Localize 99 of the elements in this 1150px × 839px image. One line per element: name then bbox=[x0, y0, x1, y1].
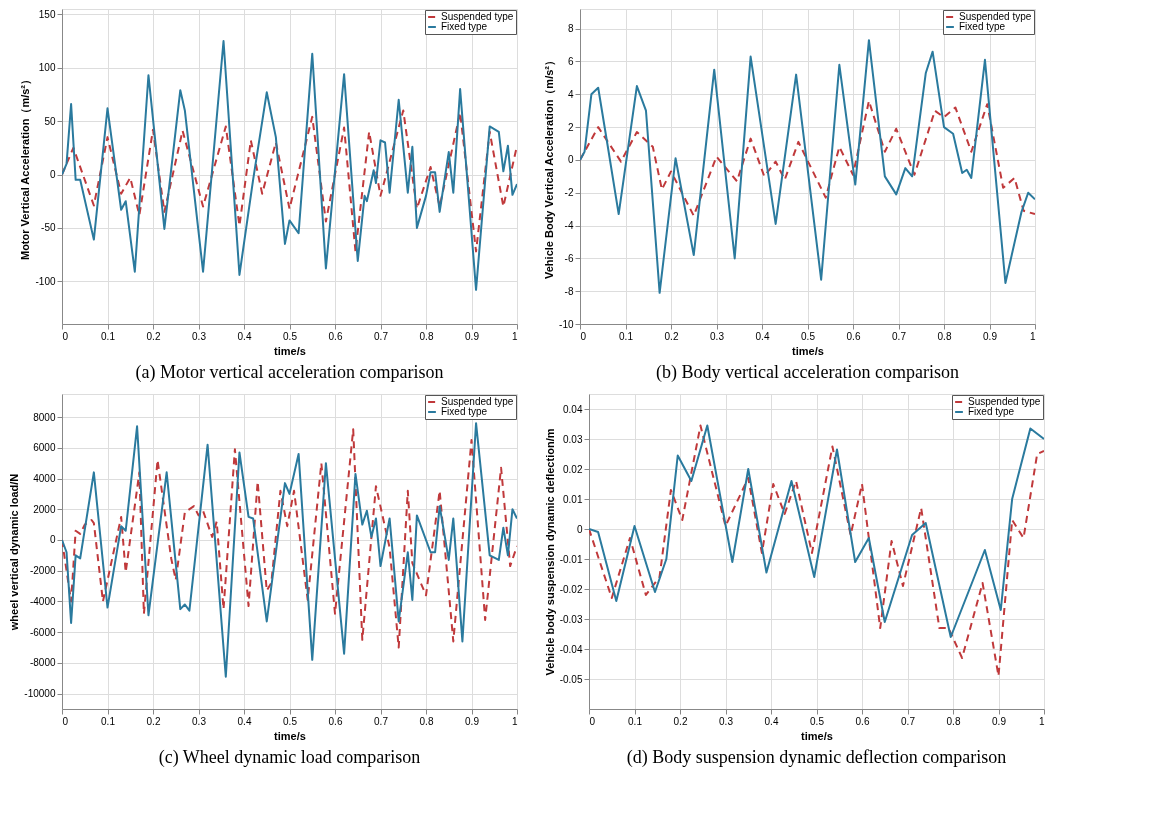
legend-label: Suspended type bbox=[441, 11, 514, 22]
y-tick-label: -2000 bbox=[29, 565, 56, 577]
x-axis-title: time/s bbox=[274, 344, 306, 357]
x-tick-label: 0.2 bbox=[146, 330, 161, 342]
y-tick-label: -0.01 bbox=[559, 553, 583, 565]
y-axis-title: Vehicle Body Vertical Acceleration（m/s²） bbox=[543, 55, 557, 279]
x-tick-label: 0.3 bbox=[192, 330, 207, 342]
x-tick-label: 0.9 bbox=[465, 330, 480, 342]
x-tick-label: 0.5 bbox=[801, 330, 816, 342]
x-tick-label: 0.6 bbox=[855, 715, 870, 727]
x-axis-title: time/s bbox=[792, 344, 824, 357]
x-tick-label: 0.7 bbox=[892, 330, 907, 342]
y-tick-label: 4000 bbox=[33, 473, 56, 485]
y-tick-label: 150 bbox=[38, 8, 56, 20]
y-tick-label: 50 bbox=[44, 115, 56, 127]
y-tick-label: -0.02 bbox=[559, 583, 583, 595]
x-tick-label: 0.8 bbox=[419, 715, 434, 727]
y-tick-label: -6 bbox=[564, 252, 574, 264]
y-axis-title: wheel vertical dynamic load/N bbox=[8, 473, 21, 632]
x-tick-label: 0.8 bbox=[946, 715, 961, 727]
y-tick-label: -10 bbox=[559, 318, 574, 330]
y-axis-title: Motor Vertical Acceleration（m/s²） bbox=[19, 73, 33, 261]
x-tick-label: 0.6 bbox=[328, 330, 343, 342]
x-tick-label: 0.8 bbox=[419, 330, 434, 342]
x-tick-label: 0.7 bbox=[901, 715, 916, 727]
x-tick-label: 0.8 bbox=[937, 330, 952, 342]
x-tick-label: 0.3 bbox=[719, 715, 734, 727]
x-tick-label: 0.1 bbox=[628, 715, 643, 727]
y-tick-label: -8 bbox=[564, 285, 574, 297]
x-tick-label: 0 bbox=[589, 715, 596, 727]
y-axis-title: Vehicle body suspension dynamic deflection/m bbox=[543, 428, 556, 676]
y-tick-label: -8000 bbox=[29, 657, 56, 669]
y-tick-label: 0.04 bbox=[563, 403, 583, 415]
x-tick-label: 0.1 bbox=[101, 330, 116, 342]
x-tick-label: 0 bbox=[62, 330, 69, 342]
y-tick-label: 2000 bbox=[33, 503, 56, 515]
x-tick-label: 0.5 bbox=[283, 715, 298, 727]
x-axis-title: time/s bbox=[801, 729, 833, 742]
text: (c) Wheel dynamic load comparison bbox=[158, 747, 421, 768]
y-tick-label: 0 bbox=[576, 523, 583, 535]
y-tick-label: 2 bbox=[567, 121, 574, 133]
line-series bbox=[62, 40, 517, 291]
x-tick-label: 0.1 bbox=[101, 715, 116, 727]
y-tick-label: 0.03 bbox=[563, 433, 583, 445]
y-tick-label: 0.01 bbox=[563, 493, 583, 505]
y-tick-label: 8 bbox=[567, 23, 574, 35]
y-tick-label: -4000 bbox=[29, 595, 56, 607]
line-series bbox=[580, 39, 1035, 294]
text: (a) Motor vertical acceleration comparison bbox=[135, 362, 444, 383]
x-tick-label: 0.7 bbox=[374, 330, 389, 342]
y-tick-label: 100 bbox=[38, 62, 56, 74]
x-tick-label: 0.2 bbox=[146, 715, 161, 727]
y-tick-label: 6 bbox=[567, 56, 574, 67]
x-tick-label: 0.2 bbox=[673, 715, 688, 727]
y-tick-label: 4 bbox=[567, 88, 574, 100]
y-tick-label: -2 bbox=[564, 187, 574, 199]
x-tick-label: 0.3 bbox=[710, 330, 725, 342]
x-tick-label: 0.4 bbox=[237, 715, 252, 727]
legend-label: Suspended type bbox=[441, 396, 514, 407]
x-tick-label: 0.2 bbox=[664, 330, 679, 342]
x-tick-label: 1 bbox=[1038, 715, 1045, 727]
y-tick-label: 0 bbox=[49, 534, 56, 546]
y-tick-label: -6000 bbox=[29, 626, 56, 638]
x-tick-label: 0.4 bbox=[237, 330, 252, 342]
text: (d) Body suspension dynamic deflection comparison bbox=[626, 747, 1007, 768]
y-tick-label: 0 bbox=[49, 169, 56, 181]
y-tick-label: 6000 bbox=[33, 442, 56, 454]
x-tick-label: 0.3 bbox=[192, 715, 207, 727]
x-tick-label: 0.6 bbox=[846, 330, 861, 342]
y-tick-label: -0.04 bbox=[559, 643, 583, 655]
x-tick-label: 0.5 bbox=[283, 330, 298, 342]
line-series bbox=[589, 424, 1044, 677]
y-tick-label: -50 bbox=[41, 222, 56, 234]
x-tick-label: 0.1 bbox=[619, 330, 634, 342]
y-tick-label: -0.03 bbox=[559, 613, 583, 625]
legend-label: Suspended type bbox=[968, 396, 1041, 407]
y-tick-label: -0.05 bbox=[559, 673, 583, 685]
x-tick-label: 0.7 bbox=[374, 715, 389, 727]
legend-label: Suspended type bbox=[959, 11, 1032, 22]
x-tick-label: 0.9 bbox=[992, 715, 1007, 727]
x-tick-label: 0.6 bbox=[328, 715, 343, 727]
text: (b) Body vertical acceleration comparison bbox=[656, 362, 959, 383]
y-tick-label: 8000 bbox=[33, 411, 56, 423]
x-tick-label: 1 bbox=[511, 715, 518, 727]
x-tick-label: 1 bbox=[511, 330, 518, 342]
x-tick-label: 0.9 bbox=[465, 715, 480, 727]
line-series bbox=[589, 424, 1044, 638]
x-tick-label: 0 bbox=[62, 715, 69, 727]
x-tick-label: 0.9 bbox=[983, 330, 998, 342]
x-tick-label: 0.4 bbox=[755, 330, 770, 342]
y-tick-label: 0.02 bbox=[563, 463, 583, 475]
x-axis-title: time/s bbox=[274, 729, 306, 742]
y-tick-label: 0 bbox=[567, 154, 574, 166]
y-tick-label: -100 bbox=[35, 275, 56, 287]
x-tick-label: 1 bbox=[1029, 330, 1036, 342]
y-tick-label: -4 bbox=[564, 220, 574, 232]
y-tick-label: -10000 bbox=[24, 688, 56, 700]
x-tick-label: 0.4 bbox=[764, 715, 779, 727]
x-tick-label: 0.5 bbox=[810, 715, 825, 727]
